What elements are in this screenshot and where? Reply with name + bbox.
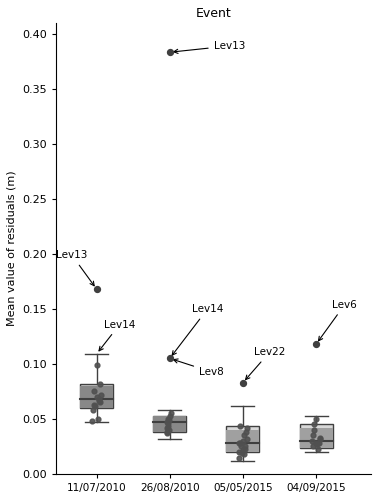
Title: Event: Event [196, 7, 232, 20]
Point [241, 450, 247, 458]
Point [95, 415, 101, 423]
Point [164, 418, 170, 426]
Bar [226, 426, 259, 452]
Text: Lev14: Lev14 [172, 304, 223, 355]
Point [168, 410, 174, 418]
Text: Lev14: Lev14 [99, 320, 135, 351]
Point [166, 426, 172, 434]
Point [244, 435, 250, 443]
Point [237, 422, 243, 430]
Bar [300, 428, 333, 448]
Bar [80, 386, 113, 408]
Point [98, 390, 104, 398]
Text: Lev13: Lev13 [174, 41, 245, 54]
Point [313, 440, 319, 448]
Point [165, 415, 171, 423]
Point [240, 437, 246, 445]
Point [167, 412, 173, 420]
Point [165, 420, 171, 428]
Y-axis label: Mean value of residuals (m): Mean value of residuals (m) [7, 170, 17, 326]
Point [236, 448, 242, 456]
Point [244, 424, 250, 432]
Point [236, 454, 242, 462]
Point [241, 432, 247, 440]
Point [90, 406, 96, 414]
Point [313, 340, 319, 348]
Text: Lev6: Lev6 [319, 300, 357, 341]
Point [313, 415, 319, 423]
Point [239, 449, 245, 457]
Point [317, 434, 323, 442]
Point [313, 439, 319, 447]
Point [90, 388, 96, 396]
Point [240, 446, 246, 454]
Point [97, 380, 103, 388]
Point [309, 437, 315, 445]
Point [243, 428, 249, 436]
Text: Lev8: Lev8 [174, 359, 224, 377]
Point [314, 444, 321, 452]
Point [164, 428, 170, 436]
Point [237, 439, 243, 447]
Point [310, 432, 316, 440]
Bar [226, 430, 259, 452]
Text: Lev22: Lev22 [246, 347, 285, 380]
Point [166, 416, 172, 424]
Point [90, 400, 96, 408]
Point [165, 422, 171, 430]
Point [316, 439, 322, 447]
Point [310, 442, 316, 450]
Point [93, 285, 99, 293]
Point [311, 426, 317, 434]
Point [167, 354, 173, 362]
Bar [80, 384, 113, 408]
Point [89, 417, 95, 425]
Bar [153, 416, 186, 432]
Bar [153, 416, 186, 432]
Point [96, 395, 102, 403]
Point [164, 424, 170, 432]
Point [94, 361, 101, 369]
Point [98, 398, 104, 406]
Point [238, 442, 244, 450]
Point [164, 430, 170, 438]
Point [242, 442, 248, 450]
Point [94, 393, 101, 401]
Point [317, 435, 323, 443]
Bar [300, 424, 333, 448]
Point [240, 378, 246, 386]
Point [242, 444, 248, 452]
Point [96, 398, 102, 406]
Point [92, 402, 98, 409]
Point [167, 48, 173, 56]
Point [236, 439, 242, 447]
Text: Lev13: Lev13 [56, 250, 94, 286]
Point [311, 420, 318, 428]
